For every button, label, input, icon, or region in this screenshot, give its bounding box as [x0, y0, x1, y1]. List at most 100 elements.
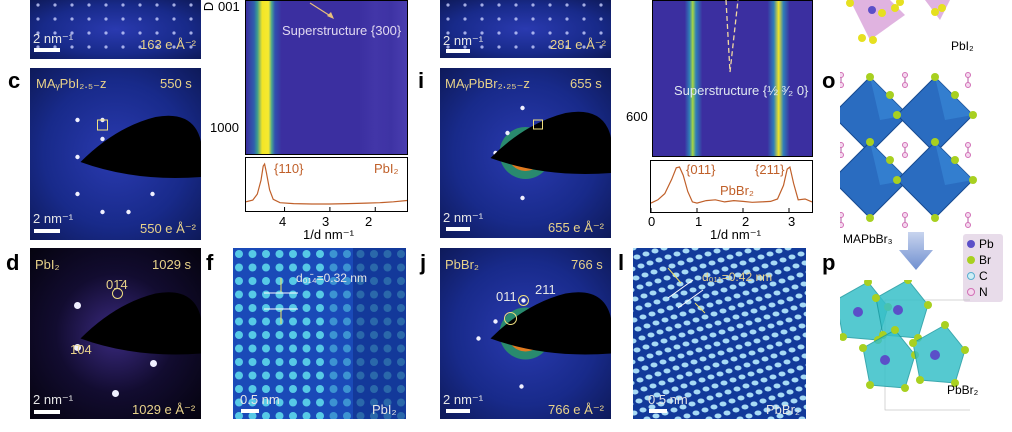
- atom-column: [275, 385, 284, 393]
- y-tick-1000: 1000: [210, 120, 239, 135]
- atom-column: [787, 368, 795, 374]
- heatmap-e: [245, 0, 408, 155]
- br-atom: [931, 73, 939, 81]
- atom-column: [711, 383, 719, 389]
- diffraction-spot: [565, 45, 569, 49]
- atom-column: [799, 302, 806, 308]
- x-tick: 3: [788, 214, 796, 229]
- atom-column: [791, 377, 799, 383]
- atom-column: [262, 317, 270, 326]
- atom-column: [633, 296, 639, 302]
- atom-column: [356, 277, 365, 285]
- atom-column: [721, 266, 729, 272]
- atom-column: [802, 332, 806, 338]
- atom-column: [655, 350, 663, 356]
- atom-column: [647, 332, 655, 338]
- diffraction-spot: [463, 3, 467, 7]
- atom-column: [722, 248, 730, 251]
- atom-column: [635, 398, 643, 404]
- atom-column: [343, 304, 351, 312]
- mapbbr3-structure: [840, 72, 977, 228]
- atom-column: [397, 263, 405, 272]
- atom-column: [715, 392, 723, 398]
- diffraction-spot: [521, 298, 526, 303]
- atom-column: [633, 368, 640, 374]
- atom-column: [356, 385, 365, 393]
- atom-column: [768, 395, 776, 401]
- atom-column: [397, 371, 405, 380]
- atom-column: [767, 323, 775, 329]
- atom-column: [776, 320, 784, 326]
- atom-column: [655, 257, 663, 263]
- atom-column: [689, 287, 697, 293]
- scale-bar: [34, 48, 60, 52]
- diffraction-spot: [189, 31, 193, 35]
- diffraction-spot: [53, 31, 57, 35]
- n-atom: [840, 212, 844, 218]
- scale-label: 0.5 nm: [648, 392, 688, 407]
- atom-column: [794, 407, 802, 413]
- y-tick-fragment: 001: [218, 0, 240, 14]
- atom-column: [736, 416, 744, 419]
- atom-column: [756, 275, 764, 281]
- atom-column: [803, 404, 806, 410]
- diffraction-spot: [74, 344, 81, 351]
- atom-column: [679, 404, 687, 410]
- atom-column: [744, 248, 752, 254]
- br-atom: [893, 176, 901, 184]
- legend-label: C: [979, 269, 988, 283]
- diffraction-spot: [121, 31, 125, 35]
- atom-column: [717, 257, 725, 263]
- atom-column: [316, 344, 324, 353]
- atom-column: [666, 305, 674, 311]
- br-atom: [969, 176, 977, 184]
- atom-column: [302, 263, 311, 272]
- panel-label-f: f: [206, 250, 214, 275]
- atom-column: [356, 344, 365, 353]
- atom-column: [633, 410, 638, 416]
- diffraction-spot: [189, 3, 193, 7]
- atom-column: [275, 250, 284, 258]
- atom-column: [356, 358, 365, 366]
- atom-column: [289, 304, 297, 312]
- scale-bar: [446, 227, 470, 231]
- atom-column: [694, 368, 702, 374]
- structure-label-mapbbr3: MAPbBr₃: [843, 232, 893, 246]
- atom-column: [757, 254, 765, 260]
- atom-column: [748, 350, 756, 356]
- spot-label-011: 011: [496, 289, 517, 304]
- line-profile-k: [650, 160, 813, 213]
- atom-column: [765, 365, 773, 371]
- br-atom: [866, 214, 874, 222]
- atom-column: [710, 311, 718, 317]
- atom-column: [703, 272, 711, 278]
- n-atom: [902, 222, 908, 228]
- atom-column: [786, 296, 794, 302]
- atom-column: [644, 302, 652, 308]
- dose-label: 163 e Å⁻²: [140, 37, 197, 52]
- atom-column: [703, 365, 711, 371]
- atom-column: [275, 398, 284, 407]
- atom-column: [343, 385, 351, 393]
- atom-column: [793, 335, 801, 341]
- atom-column: [779, 350, 787, 356]
- scale-bar: [34, 410, 60, 414]
- atom-column: [658, 287, 666, 293]
- atom-column: [805, 363, 806, 367]
- diffraction-spot: [565, 3, 569, 7]
- atom-column: [659, 266, 667, 272]
- atom-column: [690, 359, 698, 365]
- diffraction-spot: [104, 45, 108, 49]
- peak-label-211: {211}: [755, 162, 785, 177]
- atom-column: [663, 368, 671, 374]
- atom-column: [702, 293, 710, 299]
- atom-column: [764, 293, 772, 299]
- atom-column: [787, 275, 795, 281]
- diffraction-spot: [155, 3, 159, 7]
- dose-label: 1029 e Å⁻²: [132, 402, 196, 417]
- atom-column: [701, 407, 709, 413]
- diffraction-spot: [155, 45, 159, 49]
- atom-column: [760, 284, 768, 290]
- x-tick: 1: [695, 214, 703, 229]
- atom-column: [262, 398, 270, 407]
